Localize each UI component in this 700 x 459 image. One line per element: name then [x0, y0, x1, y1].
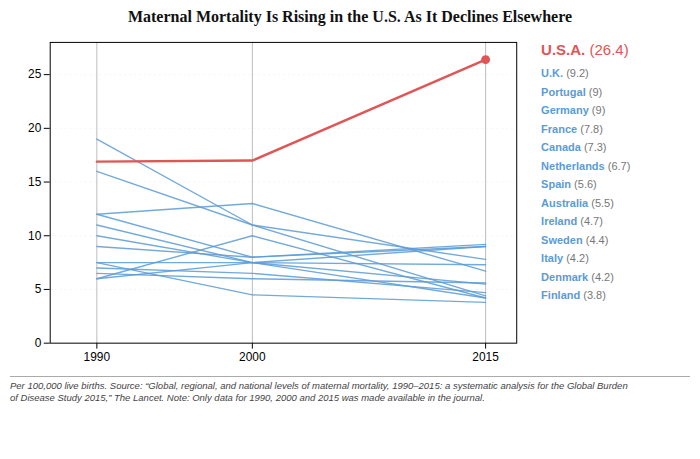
html-text:of Disease Study 2015,” The La: of Disease Study 2015,” The Lancet. Note…	[10, 392, 485, 404]
svg-text:15: 15	[28, 175, 42, 189]
html-text:Portugal (9): Portugal (9)	[541, 85, 603, 98]
svg-text:2015: 2015	[472, 350, 499, 364]
html-text:Italy (4.2): Italy (4.2)	[541, 252, 589, 264]
html-text:Germany (9): Germany (9)	[541, 104, 606, 116]
html-text:Spain (5.6): Spain (5.6)	[541, 178, 597, 190]
html-text:U.K. (9.2): U.K. (9.2)	[541, 67, 589, 79]
html-text:Ireland (4.7): Ireland (4.7)	[541, 215, 603, 227]
html-text:France (7.8): France (7.8)	[541, 122, 603, 135]
html-text:Maternal Mortality Is Rising i: Maternal Mortality Is Rising in the U.S.…	[127, 8, 573, 25]
svg-text:1990: 1990	[84, 350, 111, 364]
svg-text:10: 10	[28, 229, 42, 243]
svg-text:25: 25	[28, 67, 42, 81]
svg-text:5: 5	[35, 282, 42, 296]
svg-text:0: 0	[35, 336, 42, 350]
html-text:Sweden (4.4): Sweden (4.4)	[541, 233, 609, 246]
svg-text:20: 20	[28, 121, 42, 135]
html-text:U.S.A. (26.4): U.S.A. (26.4)	[541, 41, 629, 58]
html-text:Canada (7.3): Canada (7.3)	[541, 141, 607, 153]
html-text:Netherlands (6.7): Netherlands (6.7)	[541, 159, 631, 172]
html-text:Denmark (4.2): Denmark (4.2)	[541, 270, 614, 283]
html-text:Per 100,000 live births. Sourc: Per 100,000 live births. Source: “Global…	[10, 380, 628, 392]
html-text:Australia (5.5): Australia (5.5)	[541, 196, 614, 209]
html-text:Finland (3.8): Finland (3.8)	[541, 289, 606, 301]
svg-text:2000: 2000	[239, 350, 266, 364]
